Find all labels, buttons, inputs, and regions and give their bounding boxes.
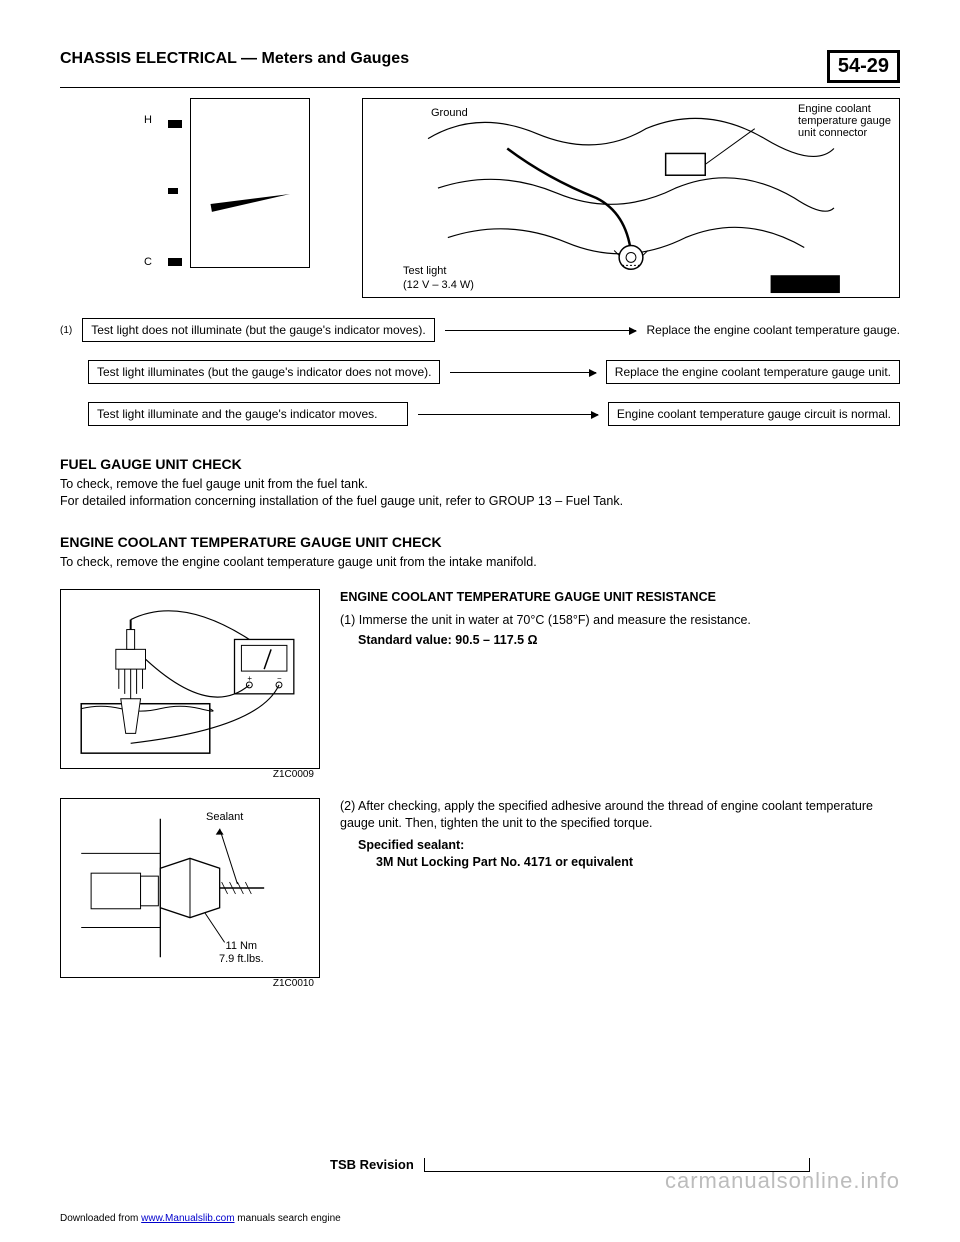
flow-row-1: (1) Test light does not illuminate (but … bbox=[60, 318, 900, 342]
flowchart: (1) Test light does not illuminate (but … bbox=[60, 318, 900, 426]
watermark: carmanualsonline.info bbox=[665, 1168, 900, 1194]
fuel-body: To check, remove the fuel gauge unit fro… bbox=[60, 476, 900, 510]
tsb-label: TSB Revision bbox=[330, 1157, 414, 1172]
label-connector: Engine coolant temperature gauge unit co… bbox=[798, 103, 891, 139]
footer-prefix: Downloaded from bbox=[60, 1213, 141, 1224]
arrow-icon bbox=[418, 414, 598, 415]
label-ground: Ground bbox=[431, 107, 468, 119]
fuel-heading: FUEL GAUGE UNIT CHECK bbox=[60, 456, 900, 472]
resistance-step1: (1) Immerse the unit in water at 70°C (1… bbox=[340, 612, 900, 629]
figure-2-wrap: Sealant 11 Nm 7.9 ft.lbs. Z1C0010 bbox=[60, 798, 320, 989]
label-bulb-spec: (12 V – 3.4 W) bbox=[403, 279, 474, 291]
flow-row-3: Test light illuminate and the gauge's in… bbox=[60, 402, 900, 426]
flow-cond-1: Test light does not illuminate (but the … bbox=[82, 318, 434, 342]
coolant-section: ENGINE COOLANT TEMPERATURE GAUGE UNIT CH… bbox=[60, 534, 900, 571]
engine-illustration: Ground Engine coolant temperature gauge … bbox=[362, 98, 900, 298]
figure-1: + − bbox=[60, 589, 320, 769]
footer-link[interactable]: www.Manualslib.com bbox=[141, 1213, 234, 1224]
flow-cond-3: Test light illuminate and the gauge's in… bbox=[88, 402, 408, 426]
coolant-heading: ENGINE COOLANT TEMPERATURE GAUGE UNIT CH… bbox=[60, 534, 900, 550]
svg-text:+: + bbox=[247, 674, 252, 683]
figure-2-svg bbox=[61, 799, 319, 977]
top-figure-row: H C Ground Engine coolant t bbox=[60, 98, 900, 298]
gauge-label-c: C bbox=[144, 256, 152, 268]
adhesive-value: 3M Nut Locking Part No. 4171 or equivale… bbox=[376, 854, 900, 871]
arrow-icon bbox=[450, 372, 595, 373]
figure-2: Sealant 11 Nm 7.9 ft.lbs. bbox=[60, 798, 320, 978]
torque-label: 11 Nm 7.9 ft.lbs. bbox=[219, 940, 264, 964]
fuel-gauge-section: FUEL GAUGE UNIT CHECK To check, remove t… bbox=[60, 456, 900, 510]
figure-row-1: + − Z1C0009 ENGINE COOLANT TEMPERATURE G… bbox=[60, 589, 900, 780]
svg-text:−: − bbox=[277, 674, 282, 683]
install-text: (2) After checking, apply the specified … bbox=[340, 798, 900, 872]
figure-2-code: Z1C0010 bbox=[60, 978, 320, 989]
flow-num-1: (1) bbox=[60, 325, 72, 336]
arrow-icon bbox=[445, 330, 637, 331]
figure-1-svg: + − bbox=[61, 590, 319, 768]
page-header: CHASSIS ELECTRICAL — Meters and Gauges 5… bbox=[60, 50, 900, 88]
gauge-diagram: H C bbox=[60, 98, 350, 298]
flow-cond-2: Test light illuminates (but the gauge's … bbox=[88, 360, 440, 384]
coolant-body: To check, remove the engine coolant temp… bbox=[60, 554, 900, 571]
adhesive-label: Specified sealant: bbox=[358, 838, 464, 852]
resistance-text: ENGINE COOLANT TEMPERATURE GAUGE UNIT RE… bbox=[340, 589, 900, 650]
footer-suffix: manuals search engine bbox=[235, 1213, 341, 1224]
figure-1-wrap: + − Z1C0009 bbox=[60, 589, 320, 780]
flow-result-1: Replace the engine coolant temperature g… bbox=[646, 323, 900, 337]
install-step2: (2) After checking, apply the specified … bbox=[340, 798, 900, 832]
sealant-callout: Sealant bbox=[206, 811, 243, 823]
page-number: 54-29 bbox=[827, 50, 900, 83]
illus-code: Z16F013E bbox=[851, 285, 893, 295]
section-title: CHASSIS ELECTRICAL — Meters and Gauges bbox=[60, 50, 409, 70]
flow-result-2: Replace the engine coolant temperature g… bbox=[606, 360, 900, 384]
resistance-subheading: ENGINE COOLANT TEMPERATURE GAUGE UNIT RE… bbox=[340, 589, 900, 606]
figure-row-2: Sealant 11 Nm 7.9 ft.lbs. Z1C0010 (2) Af… bbox=[60, 798, 900, 989]
label-test-light: Test light bbox=[403, 265, 446, 277]
resistance-standard: Standard value: 90.5 – 117.5 Ω bbox=[358, 632, 900, 649]
flow-result-3: Engine coolant temperature gauge circuit… bbox=[608, 402, 900, 426]
footer: Downloaded from www.Manualslib.com manua… bbox=[60, 1213, 900, 1224]
gauge-label-h: H bbox=[144, 114, 152, 126]
figure-1-code: Z1C0009 bbox=[60, 769, 320, 780]
flow-row-2: Test light illuminates (but the gauge's … bbox=[60, 360, 900, 384]
